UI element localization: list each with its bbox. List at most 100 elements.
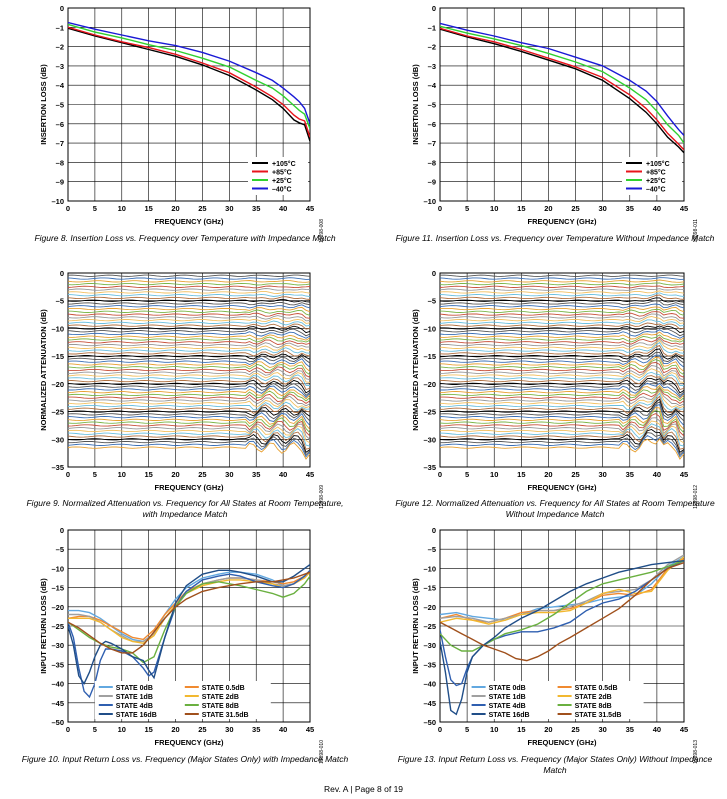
x-tick-label: 5	[93, 470, 97, 479]
state-line	[440, 387, 684, 404]
legend-label: STATE 0dB	[489, 685, 526, 692]
state-line	[440, 274, 684, 277]
figure-page: 0 5 10 15 20 25 30 35 40 450–1–2–3–4–5–6–7–8–9–10…	[39, 4, 699, 764]
state-line	[68, 334, 310, 341]
state-line	[440, 338, 684, 348]
x-tick-label: 30	[225, 725, 233, 734]
y-tick-label: –15	[423, 352, 436, 361]
state-line	[68, 425, 310, 444]
x-tick-label: 35	[252, 204, 260, 213]
state-line	[440, 344, 684, 357]
legend: +105°C+85°C+25°C–40°C	[622, 157, 682, 195]
legend-label: STATE 1dB	[116, 694, 153, 701]
y-tick-label: –7	[56, 139, 64, 148]
state-line	[440, 404, 684, 426]
chart-5: 0 5 10 15 20 25 30 35 40 45 0 –5 –10 –15 –20 –25 –30 –35 –…	[39, 526, 325, 764]
y-tick-label: –35	[423, 463, 436, 472]
legend-label: –40°C	[272, 186, 292, 194]
state-line	[68, 420, 310, 437]
state-line	[68, 385, 310, 398]
legend-label: STATE 0.5dB	[202, 685, 245, 692]
x-axis-label: FREQUENCY (GHz)	[527, 738, 597, 747]
legend-label: STATE 4dB	[489, 703, 526, 710]
state-line	[440, 303, 684, 309]
x-tick-label: 5	[465, 204, 469, 213]
plot-frame	[439, 7, 685, 202]
state-line	[68, 315, 310, 322]
series-line	[440, 560, 684, 687]
state-line	[440, 329, 684, 339]
x-axis-label: FREQUENCY (GHz)	[154, 483, 224, 492]
y-tick-label: –9	[428, 178, 436, 187]
figure-id: 19898-011	[693, 219, 699, 243]
figure-caption: Figure 8. Insertion Loss vs. Frequency o…	[34, 233, 336, 243]
x-tick-label: 35	[626, 470, 634, 479]
state-line	[440, 292, 684, 298]
y-axis-label: INSERTION LOSS (dB)	[39, 64, 48, 145]
state-line	[68, 372, 310, 383]
legend-label: +25°C	[272, 177, 292, 185]
state-line	[440, 382, 684, 398]
state-line	[68, 277, 310, 280]
state-line	[68, 404, 310, 414]
y-tick-label: –3	[428, 62, 436, 71]
state-line	[68, 361, 310, 372]
state-line	[440, 365, 684, 381]
y-tick-label: –8	[56, 158, 64, 167]
plot-frame	[67, 272, 311, 468]
y-tick-label: –50	[423, 718, 436, 727]
state-line	[68, 417, 310, 434]
y-axis-label: NORMALIZED ATTENUATION (dB)	[411, 309, 420, 431]
series-line	[68, 575, 310, 664]
state-line	[440, 407, 684, 430]
state-line	[68, 436, 310, 456]
x-tick-label: 40	[653, 204, 661, 213]
state-line	[440, 300, 684, 306]
state-line	[68, 409, 310, 422]
state-line	[68, 344, 310, 351]
x-tick-label: 20	[544, 204, 552, 213]
series-line	[440, 560, 684, 716]
legend-label: STATE 4dB	[116, 703, 153, 710]
legend-label: STATE 31.5dB	[202, 712, 249, 719]
plot-frame	[67, 7, 311, 202]
state-line	[440, 297, 684, 303]
state-line	[440, 392, 684, 411]
chart-4: 0 5 10 15 20 25 30 35 40 45 0 –5 –10 –15 –20 –25 –30 –35 F…	[411, 269, 699, 509]
state-line	[440, 311, 684, 319]
state-line	[68, 350, 310, 357]
x-tick-label: 15	[517, 204, 525, 213]
state-line	[440, 432, 684, 456]
y-tick-label: –50	[51, 718, 64, 727]
state-line	[68, 342, 310, 349]
y-tick-label: –5	[56, 545, 64, 554]
series-group	[68, 21, 310, 142]
legend-label: STATE 16dB	[116, 712, 157, 719]
state-line	[68, 393, 310, 404]
state-line	[68, 301, 310, 306]
x-tick-label: 10	[490, 725, 498, 734]
y-tick-label: –20	[423, 380, 436, 389]
x-tick-label: 5	[93, 204, 97, 213]
state-line	[440, 316, 684, 324]
y-tick-label: –30	[51, 641, 64, 650]
state-line	[440, 378, 684, 394]
y-tick-label: –35	[423, 660, 436, 669]
series-line	[440, 561, 684, 662]
series-group	[68, 274, 310, 460]
plot-frame	[439, 529, 685, 723]
state-line	[440, 354, 684, 368]
y-tick-label: –30	[51, 435, 64, 444]
state-line	[440, 423, 684, 447]
state-line	[440, 356, 684, 372]
state-line	[440, 277, 684, 280]
state-line	[440, 322, 684, 330]
y-tick-label: 0	[60, 526, 64, 535]
x-tick-label: 15	[517, 470, 525, 479]
series-line	[68, 564, 310, 686]
y-tick-label: –10	[423, 197, 436, 206]
legend-label: +105°C	[646, 160, 670, 168]
x-tick-label: 0	[438, 725, 442, 734]
figure-caption: Figure 10. Input Return Loss vs. Frequen…	[21, 754, 349, 764]
state-line	[68, 401, 310, 411]
